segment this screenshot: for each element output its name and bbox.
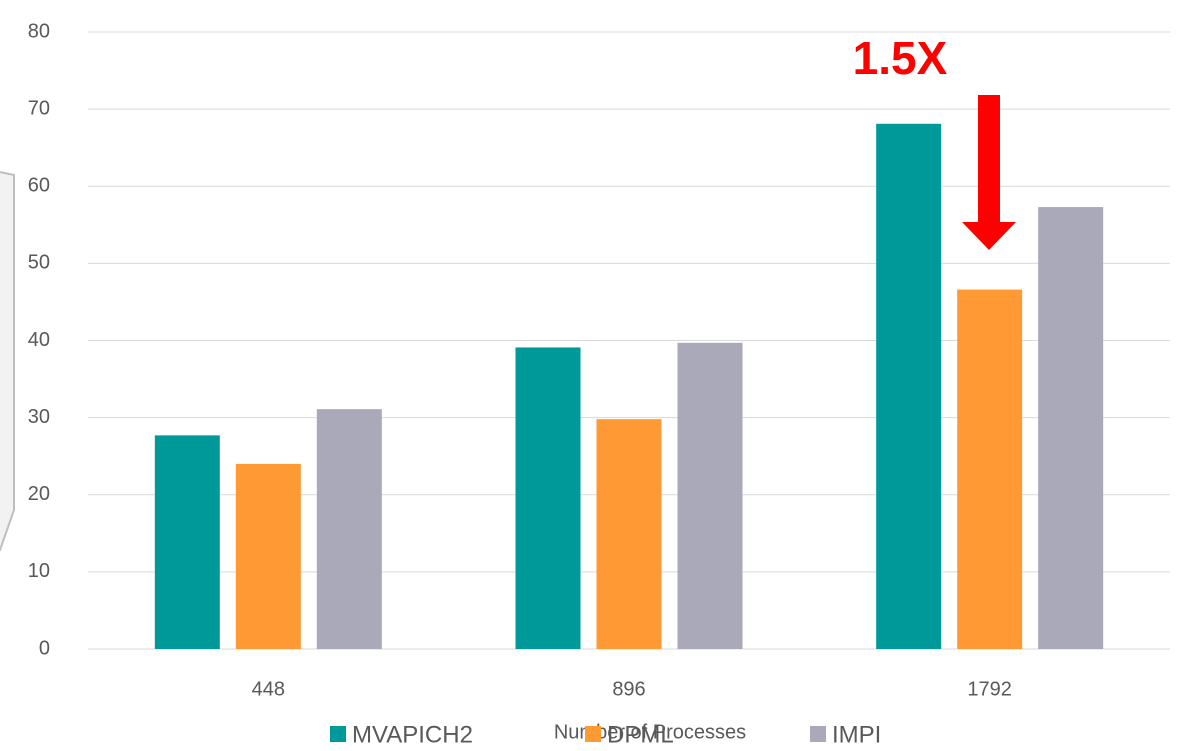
y-tick-label: 20	[28, 483, 50, 505]
bar	[596, 419, 662, 649]
legend-swatch	[585, 726, 601, 742]
bar	[235, 463, 301, 649]
bar	[515, 347, 581, 649]
bar	[957, 289, 1023, 649]
x-tick-label: 448	[252, 678, 285, 700]
legend-swatch	[330, 726, 346, 742]
y-tick-label: 50	[28, 252, 50, 274]
bar	[876, 123, 942, 649]
y-tick-label: 10	[28, 560, 50, 582]
legend-label: IMPI	[832, 721, 881, 748]
y-tick-label: 0	[39, 637, 50, 659]
y-tick-label: 70	[28, 97, 50, 119]
legend-label: DPML	[607, 721, 674, 748]
y-tick-label: 30	[28, 406, 50, 428]
bar	[316, 409, 382, 649]
x-tick-label: 896	[612, 678, 645, 700]
y-tick-label: 80	[28, 20, 50, 42]
x-axis-label: Number of Processes	[554, 721, 746, 743]
arrow-shaft	[978, 95, 1000, 225]
annotation: 1.5X	[853, 32, 948, 84]
y-tick-label: 40	[28, 329, 50, 351]
bar	[677, 342, 743, 649]
bar	[154, 435, 220, 649]
callout-fragment	[0, 171, 15, 551]
arrow-head	[962, 222, 1016, 250]
x-tick-label: 1792	[967, 678, 1012, 700]
legend-swatch	[810, 726, 826, 742]
y-tick-label: 60	[28, 175, 50, 197]
legend-label: MVAPICH2	[352, 721, 473, 748]
bar	[1038, 207, 1104, 650]
